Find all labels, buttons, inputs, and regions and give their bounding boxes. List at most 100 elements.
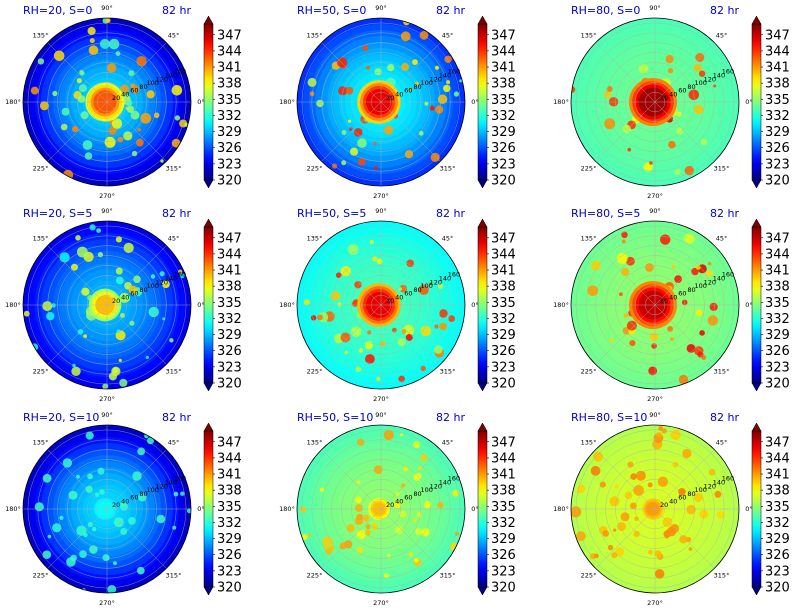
rainband-cell bbox=[686, 504, 696, 515]
rainband-cell bbox=[707, 315, 718, 326]
angle-tick-label: 0° bbox=[471, 301, 478, 309]
rainband-cell bbox=[617, 522, 627, 531]
colorbar-extend-max bbox=[203, 422, 214, 432]
rainband-cell bbox=[81, 287, 90, 296]
rainband-cell bbox=[30, 86, 39, 95]
radial-tick-label: 80 bbox=[139, 490, 147, 498]
rainband-cell bbox=[698, 70, 706, 77]
colorbar-tick-label: 320 bbox=[491, 377, 516, 392]
polar-axis-frame bbox=[570, 220, 740, 390]
rainband-cell bbox=[303, 299, 310, 306]
angle-tick-label: 135° bbox=[581, 235, 597, 243]
colorbar-tick-label: 341 bbox=[765, 61, 790, 76]
angular-gridline bbox=[47, 101, 108, 162]
colorbar-tick-label: 338 bbox=[765, 77, 790, 92]
rainband-cell bbox=[665, 55, 674, 64]
colorbar-tick-label: 341 bbox=[491, 61, 516, 76]
rainband-cell bbox=[392, 327, 397, 333]
angle-tick-label: 0° bbox=[745, 98, 752, 106]
rainband-cell bbox=[398, 375, 406, 383]
rainband-cell bbox=[622, 124, 631, 134]
rainband-cell bbox=[338, 86, 348, 96]
radial-tick-label: 140 bbox=[713, 275, 725, 283]
angle-tick-label: 45° bbox=[442, 235, 454, 243]
angle-tick-label: 45° bbox=[716, 439, 728, 447]
angle-tick-label: 270° bbox=[373, 599, 389, 607]
rainband-cell bbox=[430, 152, 440, 162]
radial-tick-label: 20 bbox=[386, 94, 394, 102]
rainband-cell bbox=[319, 487, 325, 492]
angular-gridline bbox=[654, 449, 715, 510]
rainband-cell bbox=[171, 138, 181, 148]
colorbar-tick-label: 329 bbox=[217, 328, 242, 343]
rainband-cell bbox=[132, 471, 142, 481]
colorbar-tick-label: 326 bbox=[765, 141, 790, 156]
angle-tick-label: 180° bbox=[5, 98, 21, 106]
rainband-cell bbox=[169, 338, 174, 343]
colorbar-tick-label: 347 bbox=[217, 231, 242, 246]
rainband-cell bbox=[403, 466, 409, 472]
radial-tick-label: 80 bbox=[687, 490, 695, 498]
angular-gridline bbox=[321, 304, 382, 365]
rainband-cell bbox=[401, 329, 407, 334]
rainband-cell bbox=[330, 291, 341, 301]
rainband-cell bbox=[341, 130, 347, 135]
colorbar-tick-label: 329 bbox=[765, 532, 790, 547]
rainband-cell bbox=[184, 123, 189, 127]
rainband-cell bbox=[365, 524, 371, 530]
radial-tick-label: 40 bbox=[669, 497, 677, 505]
rainband-cell bbox=[621, 267, 630, 277]
rainband-cell bbox=[83, 334, 87, 339]
rainband-cell bbox=[424, 101, 429, 106]
colorbar-tick-label: 320 bbox=[491, 581, 516, 596]
rainband-cell bbox=[78, 84, 87, 93]
rainband-cell bbox=[61, 107, 70, 116]
colorbar-tick-label: 329 bbox=[491, 328, 516, 343]
colorbar-tick-label: 344 bbox=[491, 247, 516, 262]
rainband-cell bbox=[159, 271, 165, 277]
rainband-cell bbox=[62, 458, 73, 468]
colorbar-tick-label: 326 bbox=[491, 548, 516, 563]
panel-time: 82 hr bbox=[162, 207, 191, 220]
rainband-cell bbox=[137, 447, 146, 456]
angle-tick-label: 90° bbox=[101, 4, 113, 12]
radial-tick-label: 100 bbox=[146, 79, 158, 87]
rainband-cell bbox=[667, 326, 673, 332]
angle-tick-label: 0° bbox=[197, 301, 204, 309]
colorbar-tick-label: 341 bbox=[765, 468, 790, 483]
rainband-cell bbox=[649, 161, 653, 165]
radial-tick-label: 80 bbox=[413, 83, 421, 91]
colorbar-tick-label: 320 bbox=[765, 377, 790, 392]
rainband-cell bbox=[676, 127, 684, 135]
angular-gridline bbox=[654, 508, 715, 569]
angle-tick-label: 180° bbox=[5, 505, 21, 513]
rainband-cell bbox=[356, 546, 364, 554]
rainband-cell bbox=[699, 509, 709, 519]
angle-tick-label: 270° bbox=[647, 599, 663, 607]
colorbar-extend-max bbox=[203, 15, 214, 25]
rainband-cell bbox=[85, 485, 93, 493]
rainband-cell bbox=[136, 566, 145, 575]
rainband-cell bbox=[369, 240, 374, 244]
rainband-cell bbox=[346, 524, 355, 533]
panel-title: RH=20, S=0 bbox=[23, 4, 92, 17]
angle-tick-label: 45° bbox=[168, 439, 180, 447]
rainband-cell bbox=[416, 512, 422, 518]
rainband-cell bbox=[609, 496, 620, 507]
rainband-cell bbox=[83, 532, 88, 538]
colorbar-tick-label: 341 bbox=[491, 264, 516, 279]
angle-tick-label: 45° bbox=[442, 439, 454, 447]
colorbar-extend-min bbox=[477, 382, 488, 392]
panel-5: 90°45°0°315°270°225°180°135°20 40 60 801001… bbox=[279, 207, 516, 403]
rainband-cell bbox=[87, 26, 96, 36]
colorbar-tick-label: 329 bbox=[491, 125, 516, 140]
rainband-cell bbox=[316, 99, 324, 108]
colorbar-tick-label: 338 bbox=[765, 484, 790, 499]
radial-tick-label: 160 bbox=[722, 68, 734, 76]
rainband-cell bbox=[418, 284, 429, 295]
colorbar-tick-label: 347 bbox=[217, 435, 242, 450]
colorbar-tick-label: 326 bbox=[765, 548, 790, 563]
radial-tick-label: 120 bbox=[704, 482, 716, 490]
radial-tick-label: 60 bbox=[678, 87, 686, 95]
